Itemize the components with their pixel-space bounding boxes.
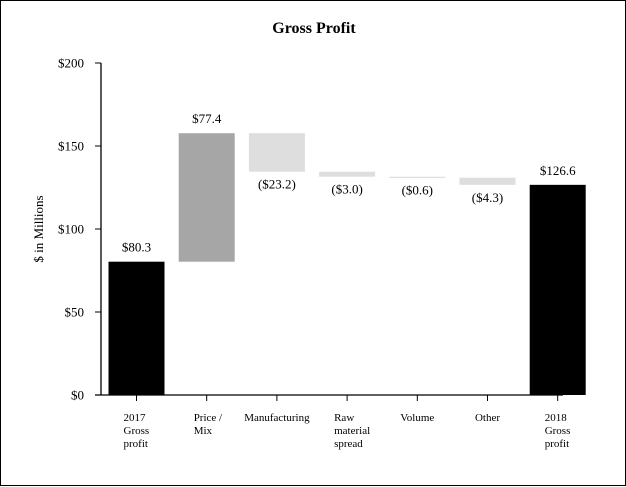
x-axis: 2017 Gross profit Price / Mix Manufacturing Ra… [95,394,571,450]
x-category-label: 2017 Gross profit [124,412,150,450]
x-category-label: Other [475,412,500,424]
y-tick-label: $50 [65,305,85,320]
bar-value-label: ($4.3) [472,190,503,205]
y-tick-label: $0 [71,388,84,403]
y-tick-label: $150 [58,139,84,154]
bar-value-label: ($3.0) [331,182,362,197]
bar-other [459,177,516,185]
bar-volume [389,176,446,178]
x-category-label: Price / Mix [194,412,223,437]
bar-manufacturing [248,133,305,172]
x-category-label: Raw material spread [334,412,370,450]
bar-value-label: ($23.2) [258,177,296,192]
bar-value-label: $126.6 [540,163,576,178]
bar-raw-material-spread [319,171,376,177]
x-category-label: Manufacturing [244,412,310,424]
chart-title: Gross Profit [272,20,356,37]
bar-2017-gross-profit [108,261,165,395]
bar-value-label: ($0.6) [402,183,433,198]
bars-group: $80.3 $77.4 ($23.2) ($3.0) ($0.6) ($4.3) $126.… [108,111,586,395]
y-axis-title: $ in Millions [31,195,46,262]
bar-value-label: $80.3 [122,240,151,255]
bar-price-mix [178,133,235,262]
x-category-label: Volume [400,412,434,424]
y-tick-label: $100 [58,222,84,237]
bar-2018-gross-profit [529,184,586,395]
x-category-label: 2018 Gross profit [545,412,571,450]
bar-value-label: $77.4 [192,111,222,126]
y-tick-label: $200 [58,56,84,71]
y-axis: $0 $50 $100 $150 $200 [58,56,102,403]
